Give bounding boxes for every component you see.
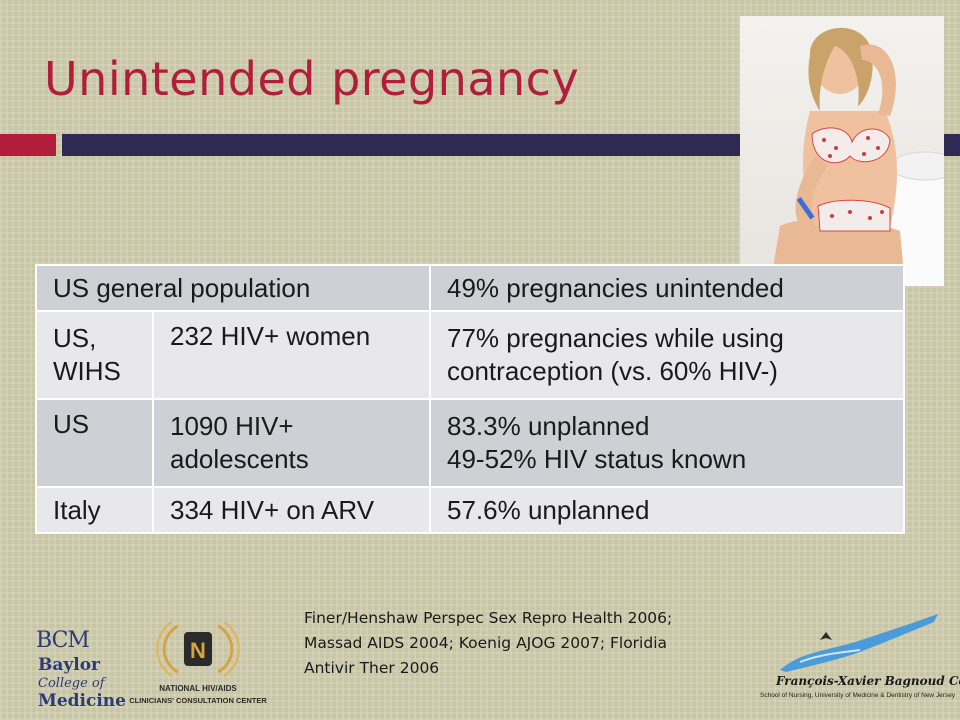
title-accent-bar-right xyxy=(62,134,960,156)
table-row: US, WIHS 232 HIV+ women 77% pregnancies … xyxy=(35,310,906,400)
table-cell: 49% pregnancies unintended xyxy=(429,264,906,312)
slide-title: Unintended pregnancy xyxy=(44,52,580,106)
table-row: Italy 334 HIV+ on ARV 57.6% unplanned xyxy=(35,486,906,534)
table-cell: US general population xyxy=(34,264,432,312)
table-cell: 83.3% unplanned 49-52% HIV status known xyxy=(429,398,906,488)
baylor-college-of-medicine-logo: BCM Baylor College of Medicine xyxy=(36,628,126,714)
table-row: US general population 49% pregnancies un… xyxy=(34,264,906,312)
woman-with-pregnancy-test-photo xyxy=(740,16,944,286)
citation-line: Massad AIDS 2004; Koenig AJOG 2007; Flor… xyxy=(304,634,668,652)
bcm-line-2: College of xyxy=(38,676,105,691)
table-cell: Italy xyxy=(35,486,154,534)
citation-line: Finer/Henshaw Perspec Sex Repro Health 2… xyxy=(304,609,673,627)
citation-line: Antivir Ther 2006 xyxy=(304,659,440,677)
fxb-emblem-icon xyxy=(780,614,938,672)
nccc-logo: N NATIONAL HIV/AIDS CLINICIANS' CONSULTA… xyxy=(106,618,290,718)
citation-text: Finer/Henshaw Perspec Sex Repro Health 2… xyxy=(304,606,744,681)
table-row: US 1090 HIV+ adolescents 83.3% unplanned… xyxy=(35,398,906,488)
bcm-mark: BCM xyxy=(36,628,90,653)
fxb-subtitle: School of Nursing, University of Medicin… xyxy=(760,692,956,699)
table-cell: 334 HIV+ on ARV xyxy=(151,486,432,534)
nccc-line-2: CLINICIANS' CONSULTATION CENTER xyxy=(129,696,267,705)
table-cell: 232 HIV+ women xyxy=(151,310,432,400)
fxb-name: François-Xavier Bagnoud Center xyxy=(776,674,960,688)
pregnancy-data-table: US general population 49% pregnancies un… xyxy=(34,264,906,534)
table-cell: 57.6% unplanned xyxy=(429,486,906,534)
table-cell: US, WIHS xyxy=(35,310,154,400)
fxb-center-logo: François-Xavier Bagnoud Center School of… xyxy=(760,612,960,712)
title-accent-bar-left xyxy=(0,134,56,156)
nccc-emblem-icon: N xyxy=(156,621,240,677)
table-cell: 1090 HIV+ adolescents xyxy=(151,398,432,488)
table-cell: US xyxy=(35,398,154,488)
bcm-line-3: Medicine xyxy=(38,691,126,711)
table-cell: 77% pregnancies while using contraceptio… xyxy=(429,310,906,400)
nccc-line-1: NATIONAL HIV/AIDS xyxy=(159,684,237,693)
svg-text:N: N xyxy=(190,638,206,663)
bcm-line-1: Baylor xyxy=(38,655,101,675)
